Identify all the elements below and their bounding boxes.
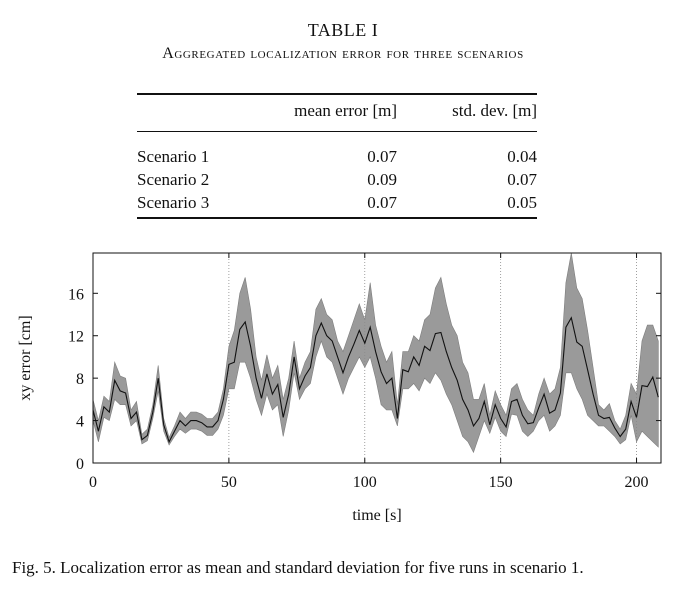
y-tick-label: 4 (76, 414, 84, 431)
table-header-cell: mean error [m] (294, 100, 397, 120)
table-bottom-rule (137, 217, 537, 219)
plot-frame (92, 252, 662, 464)
y-tick-label: 16 (68, 286, 84, 303)
table-top-rule (137, 93, 537, 95)
x-tick-label: 50 (221, 474, 237, 491)
x-tick-label: 0 (89, 474, 97, 491)
scenario-label: Scenario 2 (137, 169, 210, 189)
x-tick-label: 100 (353, 474, 377, 491)
mean-error-value: 0.07 (367, 146, 397, 166)
scenario-label: Scenario 1 (137, 146, 210, 166)
localization-error-chart: 0 50 100 150 200 0 4 8 12 16 time [s] xy error [c… (17, 252, 662, 524)
figure-caption: Fig. 5. Localization error as mean and s… (12, 558, 584, 577)
mean-error-value: 0.09 (367, 169, 397, 189)
table-row: Scenario 3 0.07 0.05 (137, 191, 537, 214)
y-tick-label: 8 (76, 371, 84, 388)
y-axis-label: xy error [cm] (17, 315, 34, 400)
results-table: mean error [m] std. dev. [m] Scenario 1 … (137, 99, 537, 214)
mean-error-line (92, 316, 659, 444)
x-axis-label: time [s] (352, 507, 401, 524)
std-dev-value: 0.05 (507, 192, 537, 212)
y-tick-label: 0 (76, 456, 84, 473)
mean-error-value: 0.07 (367, 192, 397, 212)
x-tick-label: 200 (625, 474, 649, 491)
y-tick-label: 12 (68, 329, 84, 346)
table-header-cell (137, 99, 247, 122)
std-dev-value: 0.07 (507, 169, 537, 189)
table-subtitle: Aggregated localization error for three … (162, 45, 524, 62)
table-row: Scenario 2 0.09 0.07 (137, 168, 537, 191)
table-header-row: mean error [m] std. dev. [m] (137, 99, 537, 122)
std-dev-value: 0.04 (507, 146, 537, 166)
table-mid-rule (137, 131, 537, 132)
table-row: Scenario 1 0.07 0.04 (137, 145, 537, 168)
x-tick-label: 150 (489, 474, 513, 491)
table-header-cell: std. dev. [m] (452, 100, 537, 120)
scenario-label: Scenario 3 (137, 192, 210, 212)
table-title: TABLE I (307, 20, 379, 40)
